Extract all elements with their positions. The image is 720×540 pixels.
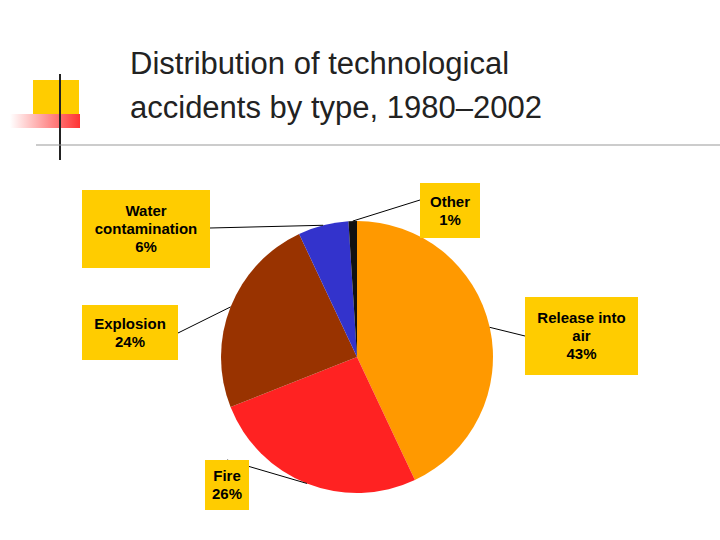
slices [221, 221, 493, 493]
slice-label: Release into air43% [525, 297, 638, 375]
slice-label: Fire26% [205, 460, 249, 510]
value-label: 26% [212, 485, 242, 503]
slice [348, 221, 357, 357]
leader-lines [178, 200, 525, 483]
leader-line [490, 327, 525, 336]
category-label: Fire [213, 467, 241, 485]
slice-label: Explosion24% [82, 305, 178, 360]
leader-line [353, 200, 420, 221]
leader-line [178, 307, 231, 333]
value-label: 6% [135, 238, 157, 256]
slice-label: Water contamination6% [82, 190, 210, 268]
category-label: Water contamination [86, 202, 206, 238]
value-label: 43% [566, 345, 596, 363]
category-label: Release into air [529, 309, 634, 345]
leader-line [210, 225, 323, 228]
pie-chart [0, 0, 720, 540]
deco-bar [10, 114, 80, 128]
slice-label: Other1% [420, 183, 480, 238]
deco-line [59, 74, 61, 160]
value-label: 1% [439, 211, 461, 229]
deco-rule [36, 145, 720, 146]
slice [299, 221, 357, 357]
value-label: 24% [115, 333, 145, 351]
category-label: Explosion [94, 315, 166, 333]
title: Distribution of technological accidents … [130, 42, 610, 130]
category-label: Other [430, 193, 470, 211]
